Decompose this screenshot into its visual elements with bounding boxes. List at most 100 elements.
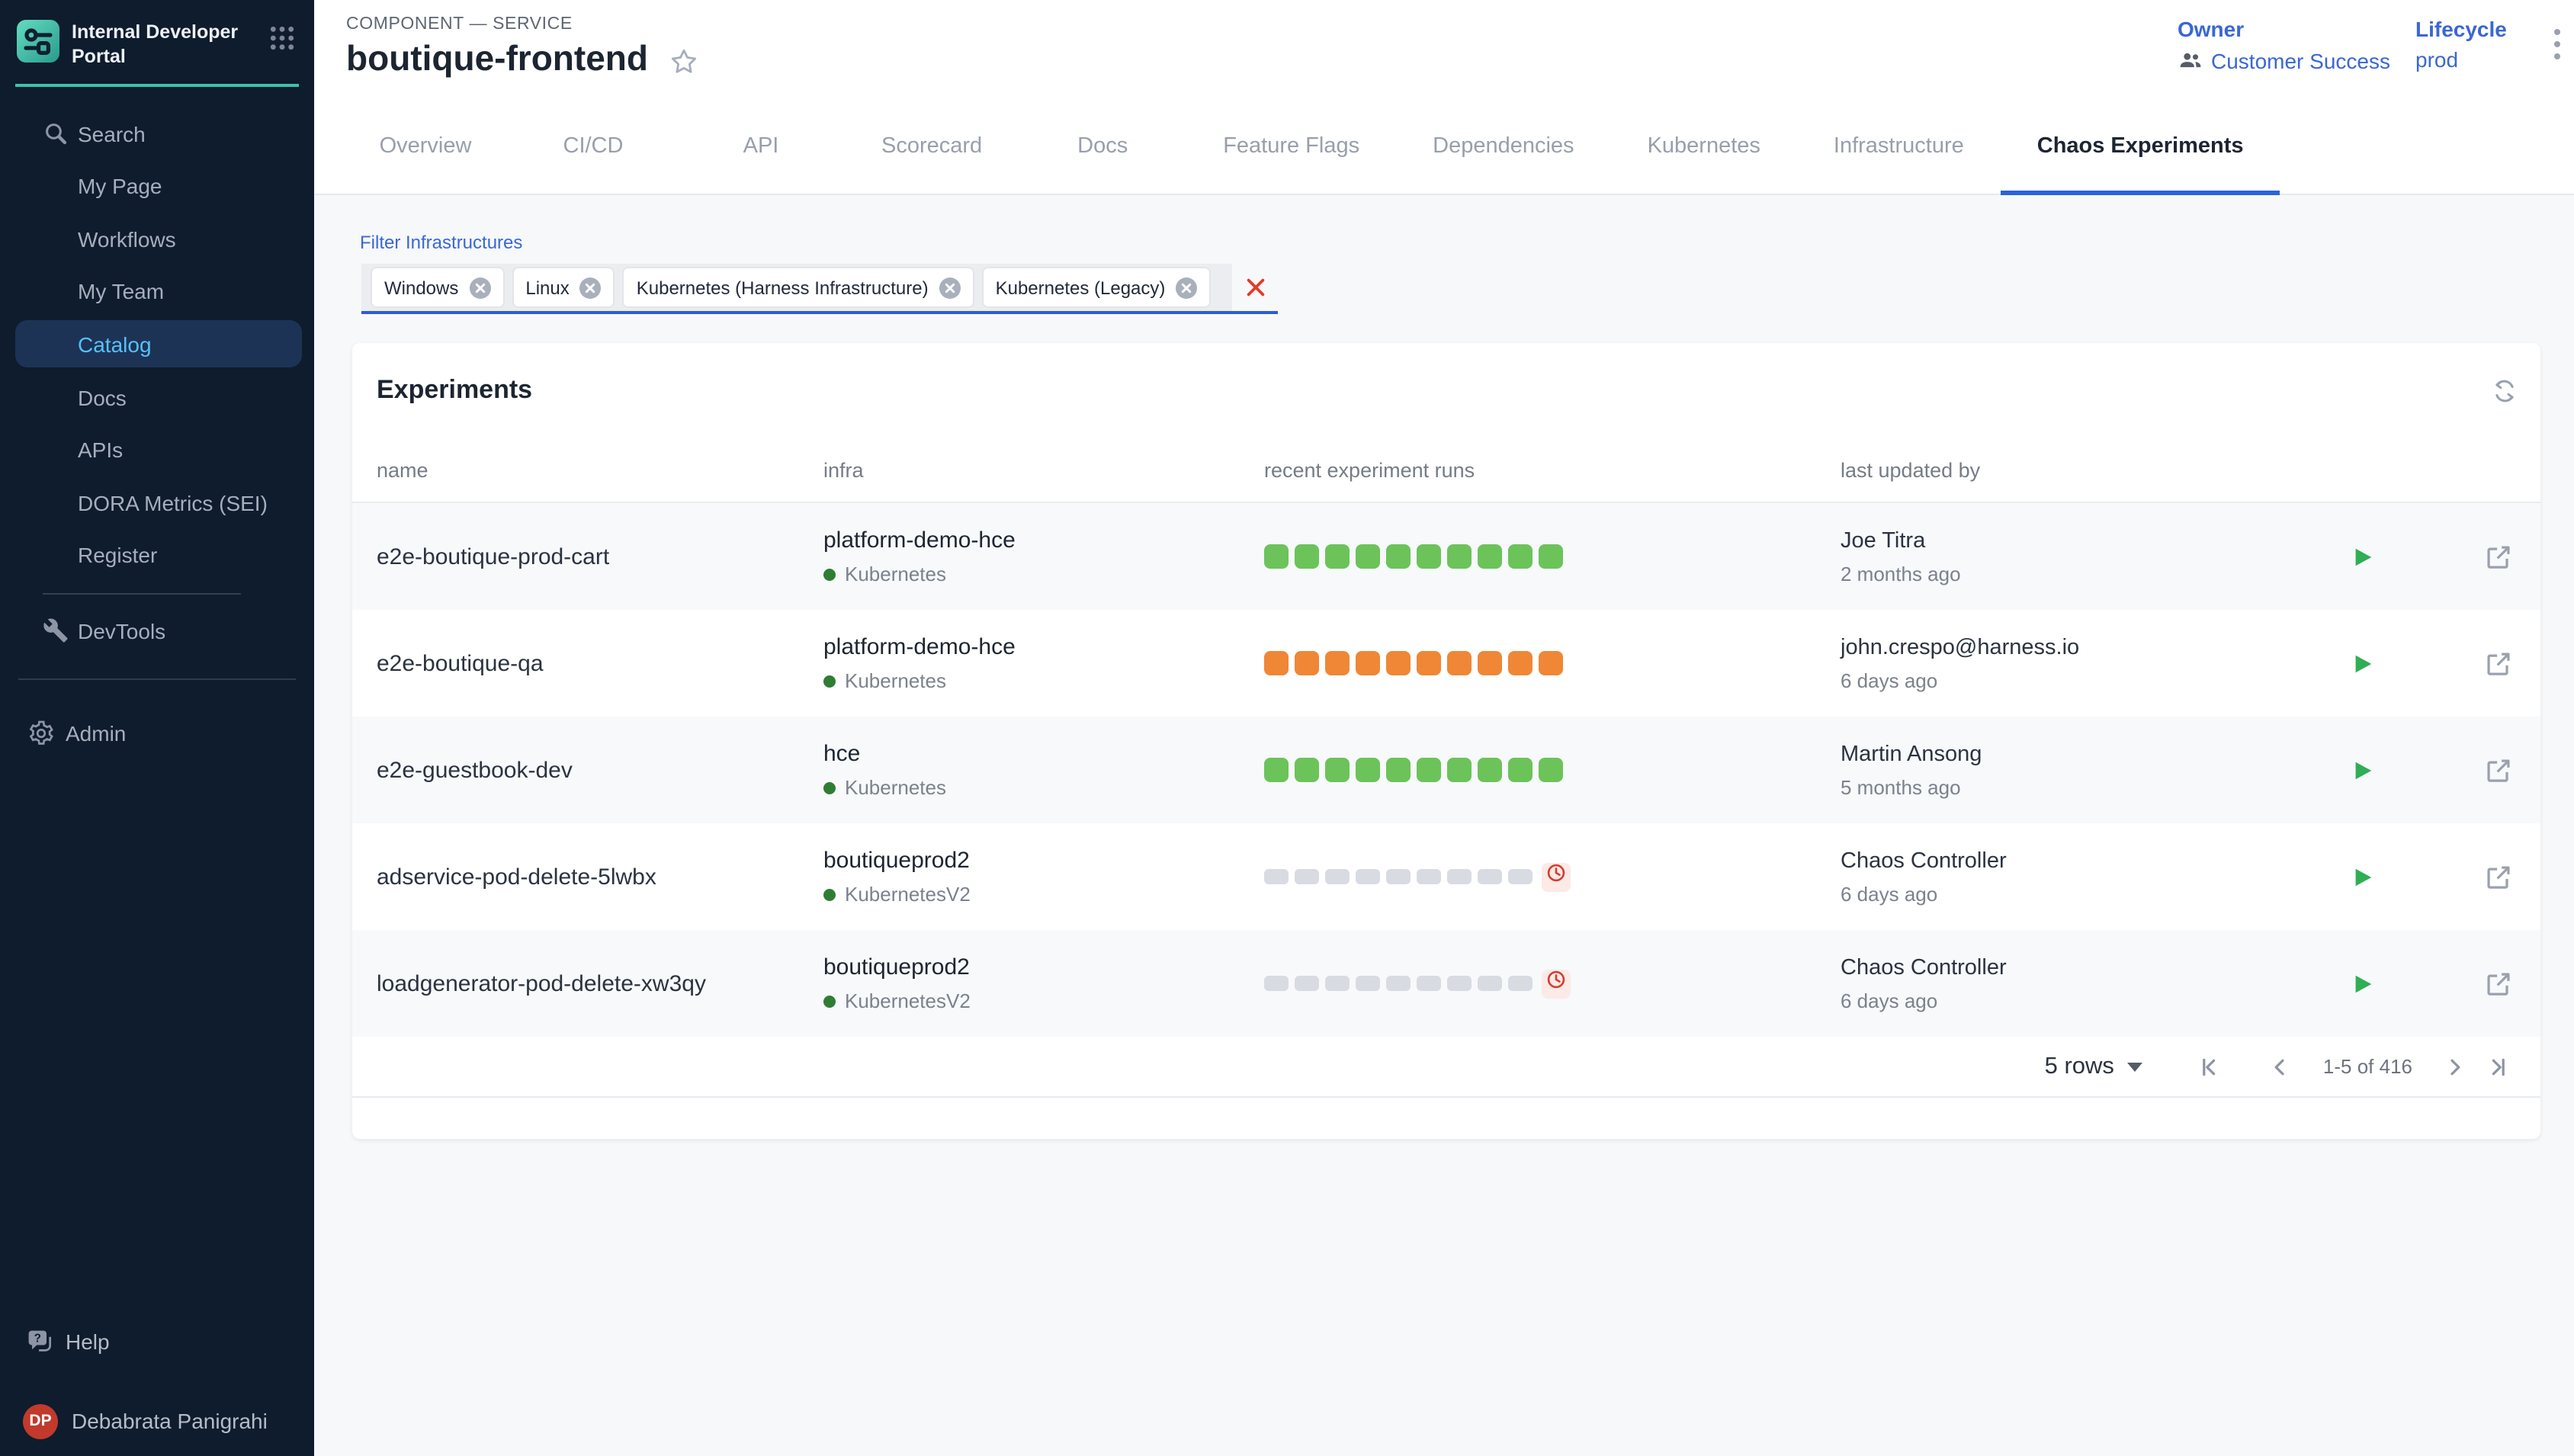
run-indicator-failed <box>1386 651 1411 675</box>
infrastructure-filter-field[interactable]: Windows Linux Kubernetes (Harness Infrastr… <box>361 264 1278 314</box>
run-indicator-passed <box>1356 544 1380 569</box>
tab-chaos-experiments[interactable]: Chaos Experiments <box>2001 98 2280 194</box>
tab-infrastructure[interactable]: Infrastructure <box>1797 98 2001 194</box>
tab-ci-cd[interactable]: CI/CD <box>509 98 677 194</box>
sidebar-item-apis[interactable]: APIs <box>0 424 314 476</box>
filter-chip-kubernetes-legacy[interactable]: Kubernetes (Legacy) <box>984 268 1210 306</box>
sidebar-item-dora-metrics-sei[interactable]: DORA Metrics (SEI) <box>0 476 314 529</box>
run-indicator-not-run <box>1417 869 1441 884</box>
table-row[interactable]: e2e-boutique-prod-cartplatform-demo-hceK… <box>352 503 2540 610</box>
open-external-button[interactable] <box>2484 862 2513 891</box>
recent-runs-cell <box>1264 758 1841 782</box>
tab-feature-flags[interactable]: Feature Flags <box>1186 98 1396 194</box>
run-indicator-not-run <box>1508 869 1533 884</box>
updated-ago: 6 days ago <box>1841 989 2351 1012</box>
tab-overview[interactable]: Overview <box>342 98 509 194</box>
open-external-button[interactable] <box>2484 755 2513 784</box>
run-experiment-button[interactable] <box>2351 652 2374 675</box>
infra-name: hce <box>823 741 1264 767</box>
lifecycle-block: Lifecycle prod <box>2415 17 2507 72</box>
tab-kubernetes[interactable]: Kubernetes <box>1611 98 1797 194</box>
clear-filters-icon[interactable] <box>1232 264 1278 311</box>
infra-type-label: Kubernetes <box>845 776 946 799</box>
sidebar-item-my-page[interactable]: My Page <box>0 160 314 213</box>
favorite-star-icon[interactable] <box>668 40 700 77</box>
nav-divider <box>43 594 241 595</box>
infra-type-label: Kubernetes <box>845 669 946 692</box>
updated-cell: Chaos Controller6 days ago <box>1841 848 2351 905</box>
user-menu[interactable]: DP Debabrata Panigrahi <box>0 1398 314 1444</box>
owner-link[interactable]: Customer Success <box>2178 47 2390 73</box>
run-experiment-button[interactable] <box>2351 972 2374 995</box>
rows-per-page-select[interactable]: 5 rows <box>2045 1053 2143 1080</box>
run-indicator-passed <box>1447 758 1472 782</box>
run-experiment-button[interactable] <box>2351 865 2374 888</box>
filter-chip-strip[interactable]: Windows Linux Kubernetes (Harness Infrastr… <box>361 264 1232 311</box>
kebab-menu-icon[interactable] <box>2553 27 2562 69</box>
remove-chip-icon[interactable] <box>939 277 961 298</box>
updated-ago: 6 days ago <box>1841 882 2351 905</box>
help-button[interactable]: ? Help <box>0 1316 314 1368</box>
row-actions <box>2351 969 2516 998</box>
apps-grid-icon[interactable] <box>268 20 296 59</box>
column-header-updated: last updated by <box>1841 458 2351 481</box>
status-dot <box>823 995 836 1007</box>
run-experiment-button[interactable] <box>2351 545 2374 568</box>
sidebar-item-catalog[interactable]: Catalog <box>15 321 302 368</box>
first-page-button[interactable] <box>2189 1054 2232 1079</box>
sidebar-item-register[interactable]: Register <box>0 529 314 582</box>
filter-chip-kubernetes-harness-infrastructure[interactable]: Kubernetes (Harness Infrastructure) <box>624 268 973 306</box>
filter-chip-windows[interactable]: Windows <box>372 268 502 306</box>
remove-chip-icon[interactable] <box>1176 277 1197 298</box>
table-row[interactable]: e2e-boutique-qaplatform-demo-hceKubernet… <box>352 610 2540 717</box>
sidebar-item-devtools[interactable]: DevTools <box>0 605 314 657</box>
open-external-button[interactable] <box>2484 649 2513 678</box>
updated-by: Chaos Controller <box>1841 955 2351 980</box>
next-page-button[interactable] <box>2434 1054 2476 1079</box>
column-header-name: name <box>377 458 823 481</box>
open-external-button[interactable] <box>2484 542 2513 571</box>
updated-ago: 6 days ago <box>1841 669 2351 691</box>
remove-chip-icon[interactable] <box>469 277 490 298</box>
pagination-range: 1-5 of 416 <box>2323 1055 2412 1078</box>
sidebar-item-label: APIs <box>78 438 123 462</box>
sidebar-item-search[interactable]: Search <box>0 107 314 160</box>
open-external-button[interactable] <box>2484 969 2513 998</box>
tab-label: Overview <box>380 133 472 158</box>
prev-page-button[interactable] <box>2259 1054 2302 1079</box>
sidebar-item-admin[interactable]: Admin <box>0 707 314 759</box>
search-icon <box>43 120 78 146</box>
gear-icon <box>27 720 55 747</box>
run-indicator-not-run <box>1264 869 1289 884</box>
tab-label: API <box>743 133 779 158</box>
refresh-icon[interactable] <box>2490 376 2519 405</box>
table-row[interactable]: e2e-guestbook-devhceKubernetesMartin Ans… <box>352 717 2540 823</box>
tab-label: Docs <box>1077 133 1128 158</box>
remove-chip-icon[interactable] <box>580 277 602 298</box>
infra-cell: platform-demo-hceKubernetes <box>823 528 1264 585</box>
infra-name: boutiqueprod2 <box>823 848 1264 874</box>
sidebar-item-label: Docs <box>78 385 127 409</box>
tab-api[interactable]: API <box>677 98 845 194</box>
sidebar-item-workflows[interactable]: Workflows <box>0 213 314 265</box>
infra-type-label: KubernetesV2 <box>845 989 971 1012</box>
sidebar-item-docs[interactable]: Docs <box>0 371 314 424</box>
row-actions <box>2351 649 2516 678</box>
table-row[interactable]: loadgenerator-pod-delete-xw3qyboutiquepr… <box>352 930 2540 1037</box>
portal-logo-icon <box>17 20 59 63</box>
tab-scorecard[interactable]: Scorecard <box>845 98 1019 194</box>
run-indicator-not-run <box>1295 869 1319 884</box>
table-body: e2e-boutique-prod-cartplatform-demo-hceK… <box>352 503 2540 1037</box>
tab-dependencies[interactable]: Dependencies <box>1396 98 1610 194</box>
last-page-button[interactable] <box>2476 1054 2519 1079</box>
table-row[interactable]: adservice-pod-delete-5lwbxboutiqueprod2K… <box>352 823 2540 930</box>
run-experiment-button[interactable] <box>2351 758 2374 781</box>
tab-docs[interactable]: Docs <box>1019 98 1186 194</box>
experiment-name: adservice-pod-delete-5lwbx <box>377 864 823 890</box>
sidebar-item-my-team[interactable]: My Team <box>0 265 314 318</box>
filter-chip-linux[interactable]: Linux <box>513 268 613 306</box>
pending-run-badge <box>1542 969 1571 998</box>
owner-label: Owner <box>2178 17 2390 41</box>
run-indicator-passed <box>1295 544 1319 569</box>
recent-runs-cell <box>1264 969 1841 998</box>
